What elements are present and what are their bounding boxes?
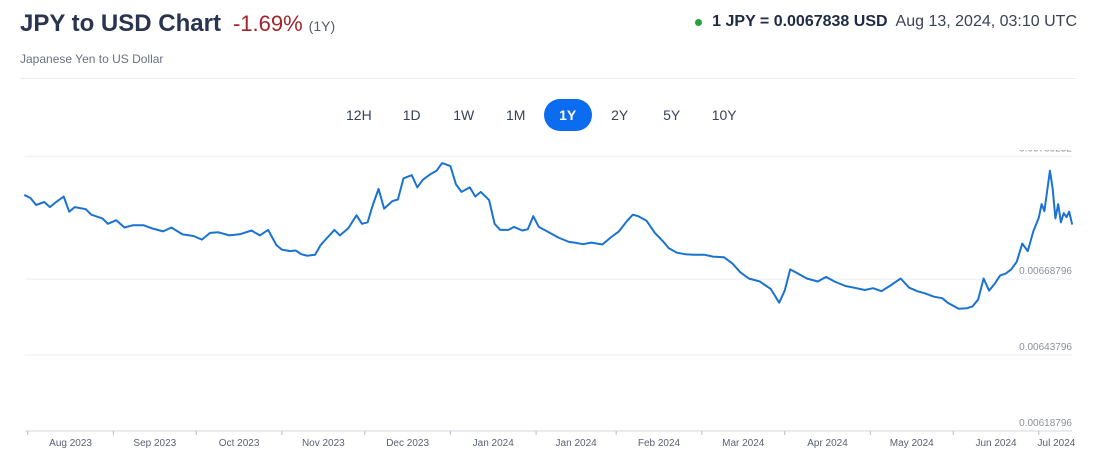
page-title: JPY to USD Chart bbox=[20, 10, 221, 37]
line-chart: 0.00709252 0.00668796 0.00643796 0.00618796… bbox=[24, 150, 1076, 449]
x-tick-label: Jul 2024 bbox=[1038, 438, 1076, 449]
x-tick-label: Jan 2024 bbox=[556, 438, 598, 449]
tab-2y[interactable]: 2Y bbox=[596, 99, 644, 131]
tab-1y[interactable]: 1Y bbox=[543, 99, 592, 131]
period-tabs: 12H 1D 1W 1M 1Y 2Y 5Y 10Y bbox=[334, 99, 749, 131]
tab-5y[interactable]: 5Y bbox=[648, 99, 696, 131]
y-tick-label: 0.00668796 bbox=[1019, 266, 1072, 277]
live-indicator-icon bbox=[695, 18, 703, 26]
chart-header: JPY to USD Chart -1.69% (1Y) bbox=[20, 10, 335, 38]
x-tick-label: Jun 2024 bbox=[975, 438, 1017, 449]
x-axis: Aug 2023 Sep 2023 Oct 2023 Nov 2023 Dec 2023… bbox=[25, 430, 1076, 449]
tab-1d[interactable]: 1D bbox=[388, 99, 436, 131]
rate-timestamp: Aug 13, 2024, 03:10 UTC bbox=[895, 13, 1077, 30]
chart-gridlines bbox=[25, 155, 1072, 432]
rate-value: 1 JPY = 0.0067838 USD bbox=[712, 13, 888, 30]
x-tick-label: Apr 2024 bbox=[807, 438, 848, 449]
chart-plot-area bbox=[24, 162, 1073, 310]
x-tick-label: Dec 2023 bbox=[386, 438, 429, 449]
x-tick-label: Jan 2024 bbox=[473, 438, 515, 449]
change-period: (1Y) bbox=[308, 18, 336, 34]
tab-1w[interactable]: 1W bbox=[440, 99, 488, 131]
change-percent: -1.69% bbox=[232, 11, 303, 36]
y-tick-label: 0.00643796 bbox=[1019, 342, 1072, 353]
x-tick-label: Aug 2023 bbox=[49, 438, 92, 449]
y-axis: 0.00709252 0.00668796 0.00643796 0.00618796 bbox=[1019, 150, 1072, 429]
tab-1m[interactable]: 1M bbox=[492, 99, 540, 131]
tab-12h[interactable]: 12H bbox=[334, 99, 384, 131]
x-tick-label: Nov 2023 bbox=[302, 438, 345, 449]
x-tick-label: Oct 2023 bbox=[219, 438, 260, 449]
x-tick-label: Feb 2024 bbox=[638, 438, 681, 449]
x-tick-label: Mar 2024 bbox=[722, 438, 765, 449]
y-tick-label: 0.00618796 bbox=[1019, 418, 1072, 429]
page-subtitle: Japanese Yen to US Dollar bbox=[20, 52, 164, 66]
tab-10y[interactable]: 10Y bbox=[700, 99, 749, 131]
x-tick-label: Sep 2023 bbox=[133, 438, 176, 449]
series-line bbox=[24, 162, 1073, 310]
y-tick-label: 0.00709252 bbox=[1019, 150, 1072, 154]
x-tick-label: May 2024 bbox=[890, 438, 934, 449]
live-rate: 1 JPY = 0.0067838 USD Aug 13, 2024, 03:1… bbox=[695, 13, 1077, 31]
header-divider bbox=[20, 78, 1077, 79]
